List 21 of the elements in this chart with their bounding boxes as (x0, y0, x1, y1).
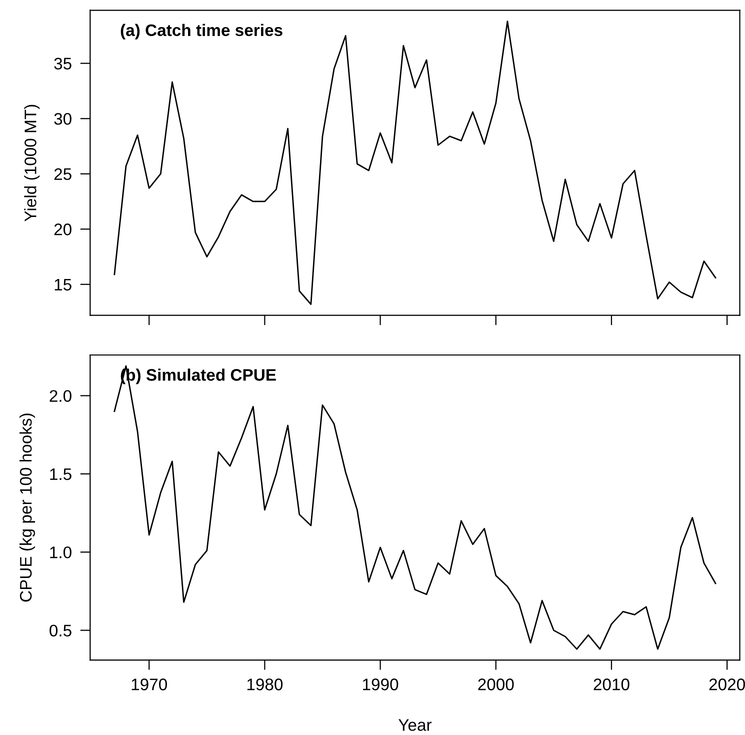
x-tick-label: 1980 (247, 678, 283, 690)
y-tick-label: 15 (54, 278, 72, 291)
y-tick-label: 25 (54, 168, 72, 180)
x-tick-label: 2020 (709, 678, 745, 690)
y-tick-label: 20 (54, 224, 72, 236)
x-axis-title: Year (398, 719, 432, 731)
y-tick-label: 0.5 (50, 624, 72, 637)
line-series (114, 365, 716, 650)
y-tick-label: 1.0 (50, 546, 72, 558)
y-tick-label: 2.0 (50, 390, 72, 402)
y-tick-label: 1.5 (50, 468, 72, 480)
y-axis-title: CPUE (kg per 100 hooks) (19, 414, 36, 602)
line-series (114, 20, 716, 305)
text: (a) Catch time series (120, 24, 282, 40)
x-tick-label: 1970 (132, 678, 167, 690)
x-tick-label: 1990 (363, 678, 398, 690)
y-axis-title: Yield (1000 MT) (24, 104, 40, 222)
x-tick-label: 2000 (478, 678, 514, 690)
y-tick-label: 30 (54, 112, 72, 125)
x-tick-label: 2010 (594, 678, 630, 690)
y-tick-label: 35 (54, 58, 72, 70)
